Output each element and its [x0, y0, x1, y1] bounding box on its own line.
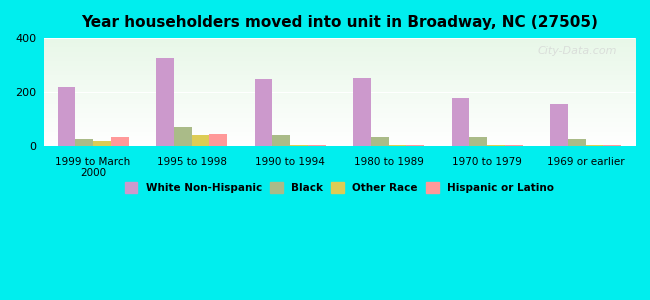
Bar	[603, 145, 621, 146]
Bar	[452, 98, 469, 146]
Bar	[353, 78, 371, 146]
Bar	[272, 135, 290, 146]
Bar	[505, 145, 523, 146]
Bar	[75, 139, 93, 146]
Bar	[568, 139, 586, 146]
Title: Year householders moved into unit in Broadway, NC (27505): Year householders moved into unit in Bro…	[81, 15, 598, 30]
Bar	[389, 145, 406, 146]
Text: City-Data.com: City-Data.com	[538, 46, 618, 56]
Bar	[488, 145, 505, 146]
Bar	[290, 145, 308, 146]
Bar	[58, 87, 75, 146]
Bar	[209, 134, 227, 146]
Bar	[93, 141, 110, 146]
Bar	[111, 137, 129, 146]
Bar	[308, 145, 326, 146]
Bar	[192, 135, 209, 146]
Bar	[406, 145, 424, 146]
Bar	[469, 137, 488, 146]
Bar	[551, 104, 568, 146]
Bar	[586, 145, 603, 146]
Bar	[371, 136, 389, 146]
Bar	[156, 58, 174, 146]
Legend: White Non-Hispanic, Black, Other Race, Hispanic or Latino: White Non-Hispanic, Black, Other Race, H…	[121, 178, 558, 197]
Bar	[174, 127, 192, 146]
Bar	[255, 79, 272, 146]
